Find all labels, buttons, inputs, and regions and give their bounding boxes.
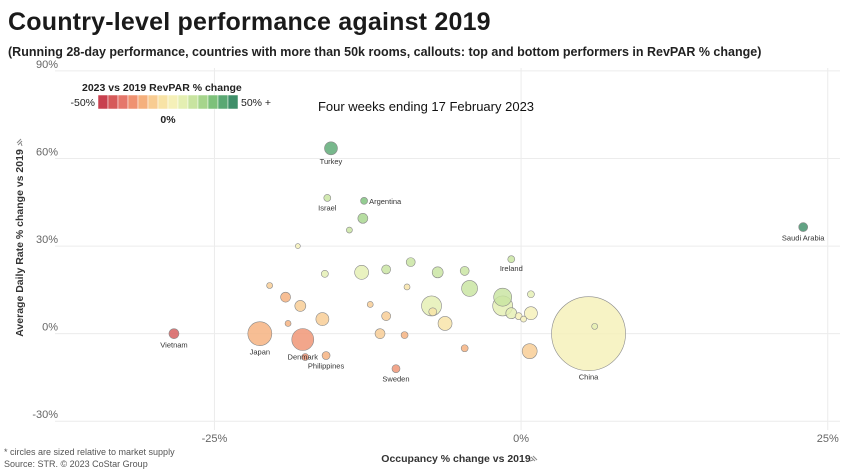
point-label: Israel: [318, 203, 337, 212]
legend-swatch: [187, 94, 199, 110]
data-point: [354, 265, 369, 280]
data-point: [346, 226, 353, 234]
x-axis-label: Occupancy % change vs 2019: [381, 453, 531, 465]
y-axis-label: Average Daily Rate % change vs 2019: [14, 149, 26, 337]
data-point-china: [551, 296, 626, 371]
data-point: [460, 344, 469, 353]
point-label: China: [579, 373, 599, 382]
data-point: [521, 343, 538, 359]
x-tick-label: 0%: [513, 433, 529, 445]
data-point: [405, 257, 416, 267]
data-point: [357, 213, 369, 224]
data-point-philippines: [321, 351, 331, 360]
y-tick-label: 60%: [36, 147, 58, 159]
legend-swatch: [147, 94, 159, 110]
data-point-israel: [323, 194, 332, 202]
data-point: [381, 311, 391, 321]
period-annotation: Four weeks ending 17 February 2023: [318, 99, 534, 114]
color-legend: 2023 vs 2019 RevPAR % change -50% 50% + 0%: [70, 82, 271, 126]
data-point: [403, 283, 411, 291]
data-point: [295, 243, 301, 249]
data-point: [374, 328, 386, 339]
point-label: Saudi Arabia: [782, 234, 825, 243]
data-point: [493, 287, 512, 307]
footnote-sizing: * circles are sized relative to market s…: [4, 447, 175, 457]
legend-min-label: -50%: [70, 97, 95, 109]
legend-swatch: [127, 94, 139, 110]
legend-swatch: [107, 94, 119, 110]
legend-swatch: [197, 94, 209, 110]
data-point-saudi-arabia: [798, 222, 809, 232]
label-layer: Turkey Israel Argentina Saudi Arabia Ireland…: [160, 157, 825, 384]
x-tick-label: 25%: [817, 433, 839, 445]
legend-swatch: [217, 94, 229, 110]
point-label: Denmark: [288, 353, 319, 362]
point-label: Japan: [250, 348, 270, 357]
legend-swatch: [157, 94, 169, 110]
grid-layer: [55, 68, 840, 430]
data-point-vietnam: [168, 328, 180, 339]
y-axis-sort-icon: [16, 138, 23, 147]
data-point: [294, 300, 307, 312]
data-point: [461, 280, 478, 297]
data-point-turkey: [324, 141, 338, 156]
data-point: [527, 290, 535, 299]
legend-swatch: [177, 94, 189, 110]
legend-max-label: 50% +: [241, 97, 271, 109]
data-point-sweden: [391, 364, 401, 373]
data-point-denmark: [291, 328, 315, 351]
data-point: [524, 306, 538, 321]
point-label: Philippines: [308, 362, 345, 371]
data-point: [459, 266, 470, 276]
chart-subtitle: (Running 28-day performance, countries w…: [8, 45, 762, 59]
data-point-argentina: [360, 197, 368, 205]
y-tick-label: 0%: [42, 322, 58, 334]
point-layer: [168, 141, 809, 373]
legend-swatch: [207, 94, 219, 110]
y-tick-label: -30%: [32, 409, 58, 421]
data-point: [400, 331, 409, 339]
data-point: [321, 270, 329, 278]
legend-swatch: [167, 94, 179, 110]
legend-swatch: [137, 94, 149, 110]
legend-swatch: [227, 94, 239, 110]
chart-title: Country-level performance against 2019: [8, 8, 491, 36]
legend-mid-label: 0%: [160, 114, 176, 126]
data-point: [381, 264, 391, 275]
data-point: [591, 323, 598, 330]
data-point: [266, 282, 273, 289]
data-point: [315, 312, 330, 326]
point-label: Ireland: [500, 264, 523, 273]
point-label: Vietnam: [160, 341, 187, 350]
data-point: [520, 315, 527, 323]
data-point: [428, 307, 438, 317]
y-tick-label: 90%: [36, 59, 58, 71]
data-point: [284, 320, 292, 327]
legend-title: 2023 vs 2019 RevPAR % change: [82, 82, 242, 94]
axis-sort-icons: [16, 138, 538, 462]
point-label: Turkey: [320, 157, 343, 166]
point-label: Sweden: [382, 375, 409, 384]
data-point: [366, 301, 374, 308]
x-tick-label: -25%: [202, 433, 228, 445]
data-point: [437, 316, 453, 331]
y-tick-label: 30%: [36, 234, 58, 246]
axis-layer: -30% 0% 30% 60% 90% -25% 0% 25%: [32, 59, 839, 445]
legend-swatch: [117, 94, 129, 110]
x-axis-sort-icon: [529, 455, 538, 462]
data-point-japan: [247, 321, 273, 346]
data-point: [301, 353, 310, 361]
point-label: Argentina: [369, 197, 402, 206]
data-point-ireland: [507, 255, 516, 264]
data-point: [280, 291, 291, 303]
legend-swatch: [97, 94, 109, 110]
footnote-source: Source: STR. © 2023 CoStar Group: [4, 459, 148, 469]
data-point: [431, 266, 444, 279]
